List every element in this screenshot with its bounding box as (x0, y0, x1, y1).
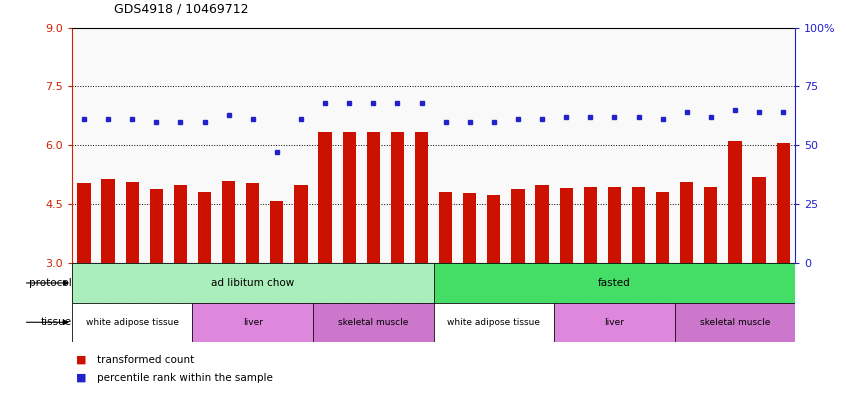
Bar (144, 28, 168, 263)
Text: white adipose tissue: white adipose tissue (448, 318, 541, 327)
Text: percentile rank within the sample: percentile rank within the sample (97, 373, 273, 383)
Bar (361, 28, 385, 263)
Bar (125, 182, 139, 263)
Bar (294, 185, 308, 263)
Bar (72, 28, 96, 263)
Bar (72, 303, 192, 342)
Bar (120, 28, 144, 263)
Bar (747, 28, 771, 263)
Bar (602, 28, 626, 263)
Bar (458, 28, 481, 263)
Bar (288, 28, 313, 263)
Bar (385, 28, 409, 263)
Bar (102, 179, 115, 263)
Bar (366, 132, 380, 263)
Bar (674, 303, 795, 342)
Bar (77, 183, 91, 263)
Bar (318, 132, 332, 263)
Bar (240, 28, 265, 263)
Bar (481, 28, 506, 263)
Bar (168, 28, 192, 263)
Bar (632, 187, 645, 263)
Text: ad libitum chow: ad libitum chow (212, 278, 294, 288)
Bar (554, 303, 674, 342)
Bar (313, 28, 337, 263)
Bar (313, 303, 433, 342)
Bar (173, 185, 187, 263)
Bar (704, 187, 717, 263)
Text: protocol: protocol (29, 278, 72, 288)
Bar (198, 192, 212, 263)
Bar (265, 28, 288, 263)
Bar (409, 28, 433, 263)
Bar (728, 141, 742, 263)
Bar (530, 28, 554, 263)
Text: ■: ■ (76, 354, 86, 365)
Bar (511, 189, 525, 263)
Bar (578, 28, 602, 263)
Bar (72, 263, 433, 303)
Bar (554, 28, 578, 263)
Bar (536, 185, 549, 263)
Text: white adipose tissue: white adipose tissue (85, 318, 179, 327)
Text: GDS4918 / 10469712: GDS4918 / 10469712 (114, 3, 249, 16)
Bar (433, 303, 554, 342)
Bar (150, 189, 163, 263)
Bar (699, 28, 722, 263)
Bar (584, 187, 597, 263)
Text: liver: liver (243, 318, 263, 327)
Bar (674, 28, 699, 263)
Bar (343, 132, 356, 263)
Bar (246, 183, 260, 263)
Bar (433, 263, 795, 303)
Bar (722, 28, 747, 263)
Bar (626, 28, 651, 263)
Text: tissue: tissue (41, 317, 72, 327)
Bar (752, 177, 766, 263)
Text: skeletal muscle: skeletal muscle (700, 318, 770, 327)
Bar (192, 303, 313, 342)
Bar (439, 192, 453, 263)
Text: fasted: fasted (598, 278, 631, 288)
Text: transformed count: transformed count (97, 354, 195, 365)
Bar (487, 195, 501, 263)
Bar (559, 188, 573, 263)
Bar (433, 28, 458, 263)
Bar (217, 28, 240, 263)
Bar (506, 28, 530, 263)
Bar (607, 187, 621, 263)
Bar (222, 181, 235, 263)
Bar (415, 132, 428, 263)
Bar (270, 201, 283, 263)
Text: skeletal muscle: skeletal muscle (338, 318, 409, 327)
Text: ■: ■ (76, 373, 86, 383)
Bar (680, 182, 694, 263)
Bar (337, 28, 361, 263)
Text: liver: liver (604, 318, 624, 327)
Bar (656, 192, 669, 263)
Bar (771, 28, 795, 263)
Bar (96, 28, 120, 263)
Bar (651, 28, 674, 263)
Bar (192, 28, 217, 263)
Bar (463, 193, 476, 263)
Bar (391, 132, 404, 263)
Bar (777, 143, 790, 263)
